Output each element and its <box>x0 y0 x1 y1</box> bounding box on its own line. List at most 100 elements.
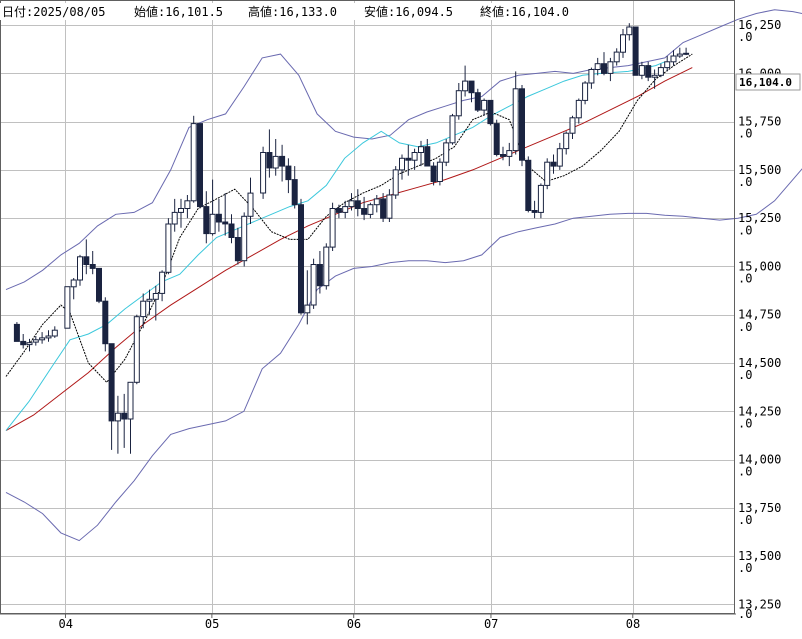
x-tick-label: 08 <box>626 617 640 631</box>
candle <box>594 57 601 76</box>
candle-body-down <box>96 267 102 302</box>
candle-body-up <box>127 381 134 420</box>
candle-body-up <box>594 63 601 71</box>
candle <box>222 193 229 236</box>
candle <box>77 254 83 286</box>
candle <box>455 83 462 120</box>
candle <box>474 88 481 112</box>
candle-body-up <box>152 293 159 300</box>
candle <box>133 314 140 385</box>
y-tick-label: .0 <box>738 368 752 382</box>
candle <box>13 322 20 342</box>
candle-body-up <box>114 412 121 422</box>
candle-body-up <box>676 53 683 57</box>
candle-body-down <box>215 213 222 223</box>
y-tick-label: 15,000 <box>738 259 781 273</box>
candle <box>64 286 71 329</box>
candle-body-up <box>209 213 216 235</box>
candle <box>638 61 645 80</box>
candle <box>367 202 374 219</box>
candle <box>108 343 115 450</box>
candle-body-down <box>279 155 286 167</box>
y-tick-label: 13,750 <box>738 501 781 515</box>
candle <box>165 218 172 275</box>
candle <box>197 123 203 209</box>
candle-body-up <box>165 223 172 273</box>
candle-body-down <box>645 65 652 78</box>
candle-body-down <box>298 204 304 314</box>
y-tick-label: .0 <box>738 320 752 334</box>
sma-mid-line <box>5 61 665 431</box>
candle <box>651 69 658 89</box>
candle <box>348 193 355 211</box>
header-low: 安値:16,094.5 <box>364 4 453 19</box>
candle <box>266 129 273 178</box>
candle <box>626 23 633 41</box>
y-tick-label: 16,250 <box>738 18 781 32</box>
candle-body-up <box>304 304 311 314</box>
sma-slow-line <box>5 67 693 432</box>
candle <box>506 142 513 167</box>
candle <box>664 56 671 72</box>
candle-body-up <box>386 194 393 219</box>
bollinger-lower-line <box>5 168 802 542</box>
last-price-marker: 16,104.0 <box>735 73 801 91</box>
ohlc-header: 日付:2025/08/05 始値:16,101.5 高値:16,133.0 安値… <box>0 3 590 20</box>
candle-body-down <box>550 161 557 167</box>
candle <box>601 52 607 76</box>
candle-body-down <box>83 256 90 265</box>
candle-body-down <box>354 200 361 210</box>
candle-body-down <box>121 412 128 420</box>
candle-body-up <box>146 298 153 302</box>
y-tick-label: 13,500 <box>738 549 781 563</box>
candle <box>159 270 166 302</box>
candle <box>51 326 58 338</box>
candle-body-up <box>399 157 405 171</box>
candle-body-up <box>310 264 317 306</box>
candle <box>354 189 361 217</box>
candle-body-up <box>133 316 140 383</box>
x-tick-label: 04 <box>58 617 72 631</box>
candle-body-down <box>632 26 639 76</box>
x-tick-label: 05 <box>205 617 219 631</box>
candle <box>298 198 304 315</box>
candle <box>620 29 626 58</box>
candle-body-up <box>64 286 71 329</box>
candle-body-up <box>348 200 355 208</box>
header-close: 終値:16,104.0 <box>480 4 569 19</box>
candle <box>310 258 317 309</box>
candle <box>247 177 254 224</box>
candle-body-down <box>487 99 494 125</box>
candle <box>493 119 500 157</box>
candle <box>178 198 184 228</box>
candle-body-up <box>178 208 184 213</box>
x-axis: 04 05 06 07 08 <box>58 614 640 631</box>
candle-body-up <box>32 339 39 343</box>
candle-body-down <box>361 208 368 215</box>
candle-body-up <box>443 142 450 163</box>
candle <box>20 334 27 349</box>
candle-body-up <box>588 69 595 84</box>
candle <box>171 198 178 232</box>
y-tick-label: 13,250 <box>738 597 781 611</box>
candle <box>487 99 494 126</box>
candle-body-down <box>89 264 96 269</box>
candle-body-up <box>436 161 443 182</box>
y-tick-label: 15,500 <box>738 163 781 177</box>
candle <box>272 139 279 176</box>
candle <box>121 393 128 448</box>
candle-body-up <box>638 65 645 76</box>
candle-body-up <box>45 335 52 339</box>
candle <box>152 285 159 321</box>
candle <box>500 146 506 161</box>
candle-body-up <box>683 52 690 55</box>
candle-body-up <box>70 279 77 288</box>
last-price-box <box>735 73 801 91</box>
candle <box>260 146 267 199</box>
candle <box>544 158 551 190</box>
candle <box>32 336 39 346</box>
x-tick-label: 07 <box>484 617 498 631</box>
candle <box>569 115 576 139</box>
candle-body-up <box>664 61 671 69</box>
